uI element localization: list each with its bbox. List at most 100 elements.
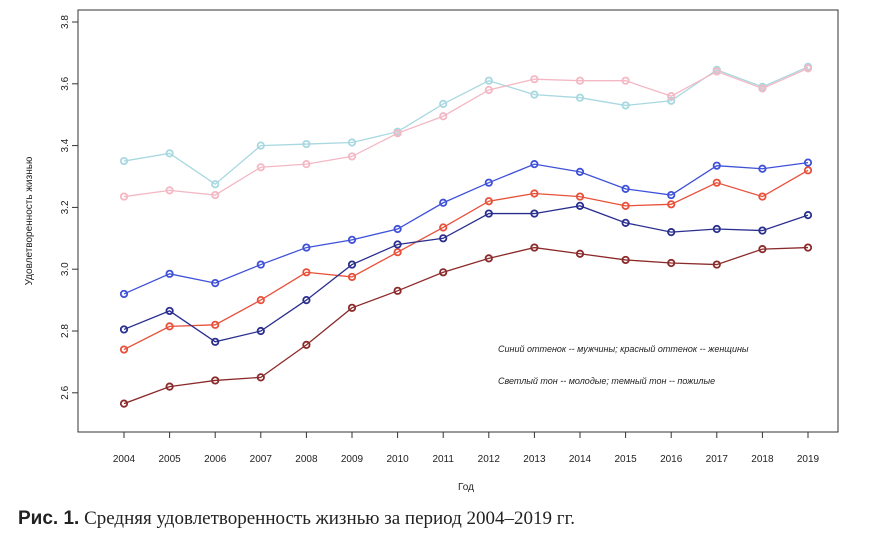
series-point-3 [758, 192, 767, 201]
series-point-2 [484, 178, 493, 187]
series-point-0 [256, 141, 265, 150]
series-point-0 [347, 138, 357, 147]
y-tick-label: 3.6 [60, 76, 71, 90]
series-point-0 [530, 90, 539, 99]
series-line-3 [123, 169, 809, 351]
series-point-1 [758, 84, 767, 93]
series-point-5 [803, 243, 813, 252]
series-point-2 [758, 164, 767, 173]
series-point-1 [484, 85, 493, 95]
series-point-2 [211, 279, 220, 288]
series-line-4 [123, 205, 809, 343]
series-point-2 [667, 190, 676, 200]
figure-caption: Рис. 1. Средняя удовлетворенность жизнью… [18, 508, 575, 530]
series-point-2 [302, 243, 311, 252]
x-tick-label: 2005 [158, 454, 181, 465]
series-point-5 [347, 303, 357, 312]
caption-label: Рис. 1. [18, 508, 80, 529]
series-point-1 [347, 152, 357, 161]
x-tick-label: 2019 [797, 454, 820, 465]
x-tick-label: 2008 [295, 454, 318, 465]
series-point-4 [211, 337, 220, 346]
series-point-3 [621, 201, 630, 210]
series-point-1 [393, 129, 402, 138]
line-chart: 2.6 2.8 3.0 3.2 3.4 3.6 3.8 2004 2005 2006 2007 200… [24, 9, 839, 493]
series-point-3 [119, 345, 129, 354]
series-point-2 [712, 161, 721, 170]
x-tick-label: 2013 [523, 454, 546, 465]
series-point-5 [119, 399, 129, 408]
series-point-2 [165, 269, 174, 278]
series-point-5 [165, 382, 174, 391]
series-point-0 [575, 93, 585, 102]
series-point-4 [119, 325, 129, 334]
series-point-0 [439, 99, 448, 108]
series-point-4 [575, 201, 585, 210]
x-axis-label: Год [458, 482, 474, 493]
series-point-3 [803, 166, 813, 175]
series-point-4 [347, 260, 357, 269]
series-point-3 [667, 200, 676, 209]
series-point-4 [256, 326, 265, 336]
annotation-gender: Синий оттенок -- мужчины; красный оттено… [498, 344, 749, 354]
plot-frame [77, 9, 839, 433]
x-tick-label: 2006 [204, 454, 227, 465]
series-point-1 [803, 64, 813, 73]
x-tick-label: 2014 [569, 454, 592, 465]
series-point-4 [484, 209, 493, 218]
series-point-3 [439, 223, 448, 232]
x-tick-label: 2009 [341, 454, 364, 465]
series-point-3 [211, 320, 220, 329]
x-tick-label: 2007 [250, 454, 273, 465]
series-point-5 [667, 258, 676, 268]
series-point-5 [621, 255, 630, 265]
series-point-1 [256, 163, 265, 172]
series-point-3 [256, 295, 265, 305]
y-tick-label: 2.8 [60, 324, 71, 338]
series-point-1 [621, 76, 630, 85]
series-point-3 [347, 272, 357, 282]
series-point-2 [575, 167, 585, 176]
series-point-5 [211, 376, 220, 385]
series-point-1 [530, 75, 539, 84]
series-point-5 [712, 260, 721, 269]
y-tick-label: 3.4 [60, 138, 71, 152]
x-tick-label: 2015 [614, 454, 637, 465]
series-point-4 [393, 240, 402, 249]
annotation-age: Светлый тон -- молодые; темный тон -- по… [498, 376, 715, 386]
series-point-5 [256, 373, 265, 382]
series-point-3 [302, 268, 311, 277]
series-point-3 [712, 178, 721, 187]
y-axis-label: Удовлетворенность жизнью [24, 156, 35, 285]
series-point-1 [119, 192, 129, 201]
series-point-1 [712, 67, 721, 76]
series-point-5 [393, 286, 402, 295]
series-point-4 [712, 224, 721, 234]
series-point-4 [758, 226, 767, 235]
series-point-2 [439, 198, 448, 207]
x-tick-label: 2011 [432, 454, 454, 465]
series-point-2 [803, 158, 813, 167]
x-tick-label: 2010 [386, 454, 409, 465]
series-point-0 [165, 149, 174, 158]
series-point-5 [530, 243, 539, 252]
series-point-0 [211, 180, 220, 189]
series-point-2 [621, 184, 630, 193]
series-point-4 [439, 234, 448, 243]
y-tick-label: 3.2 [60, 200, 71, 214]
series-point-5 [302, 340, 311, 350]
series-line-2 [123, 161, 809, 295]
series-point-5 [575, 249, 585, 258]
series-point-4 [302, 295, 311, 305]
series-point-2 [119, 289, 129, 299]
series-point-4 [803, 211, 813, 220]
series-point-3 [530, 189, 539, 198]
series-point-4 [621, 218, 630, 227]
series-point-4 [667, 228, 676, 237]
series-point-0 [621, 101, 630, 110]
series-point-2 [393, 224, 402, 234]
series-point-4 [165, 306, 174, 316]
series-point-1 [302, 160, 311, 169]
series-point-1 [165, 186, 174, 195]
caption-text: Средняя удовлетворенность жизнью за пери… [79, 508, 575, 529]
